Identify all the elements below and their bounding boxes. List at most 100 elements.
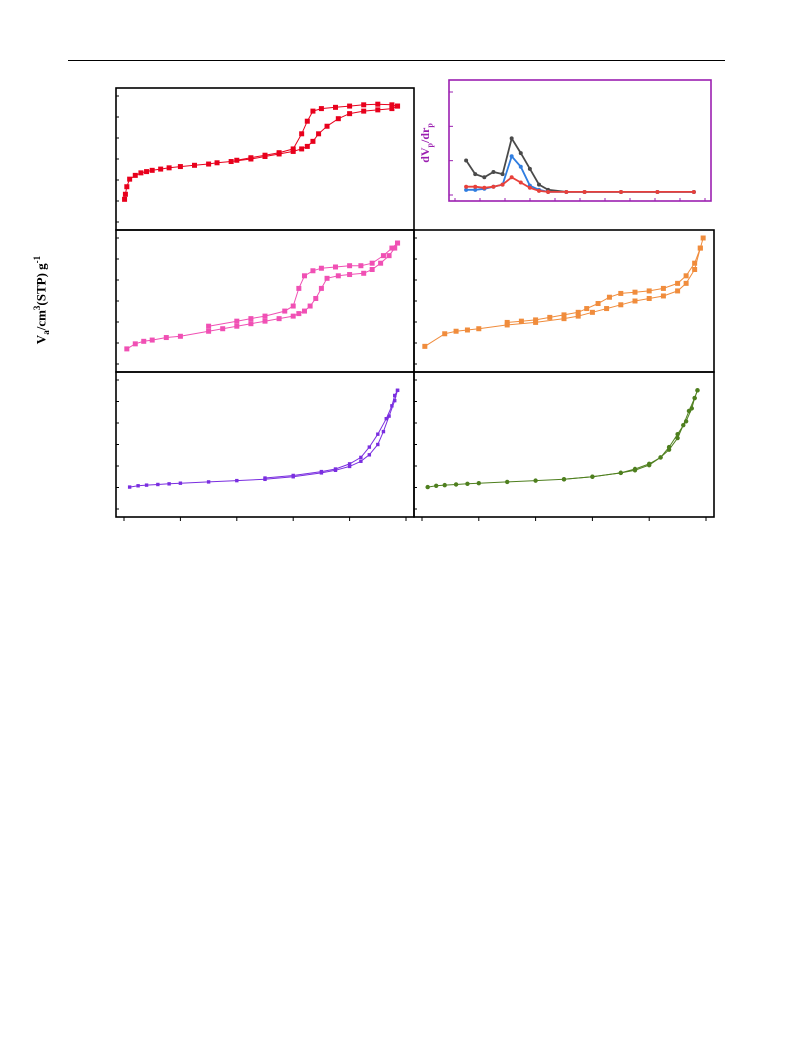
data-point (666, 444, 672, 450)
data-point (122, 196, 128, 202)
data-point (393, 398, 397, 403)
data-point (395, 240, 401, 246)
data-point (124, 346, 130, 352)
data-point (206, 161, 212, 167)
data-point (509, 154, 514, 159)
data-point (464, 184, 469, 189)
data-point (122, 191, 128, 197)
data-point (632, 298, 638, 304)
data-point (318, 265, 324, 271)
data-point (206, 328, 212, 334)
data-point (310, 268, 316, 274)
data-point (518, 180, 523, 185)
data-point (473, 184, 478, 189)
data-point (313, 295, 319, 301)
data-point (589, 309, 595, 315)
data-point (163, 335, 169, 341)
data-point (387, 414, 391, 418)
data-point (518, 318, 524, 324)
data-point (358, 263, 364, 269)
data-point (178, 481, 183, 485)
data-point (248, 321, 254, 327)
data-point (491, 184, 496, 189)
data-point (482, 185, 487, 190)
data-point (304, 143, 310, 149)
data-point (381, 429, 386, 434)
data-point (425, 484, 430, 490)
data-point (376, 432, 380, 436)
data-point (316, 131, 322, 137)
data-point (619, 189, 623, 194)
data-point (347, 462, 352, 466)
data-point (167, 482, 171, 486)
data-point (509, 175, 514, 180)
panel-frame-bottom-left (115, 371, 415, 518)
data-point (206, 480, 211, 484)
data-point (234, 318, 240, 324)
data-point (220, 326, 226, 332)
data-point (380, 253, 386, 259)
panel-frame-bottom-right (413, 371, 715, 518)
data-point (683, 273, 689, 279)
data-point (369, 267, 375, 272)
series-line-bottom-left-1 (264, 390, 398, 479)
data-point (290, 313, 296, 319)
data-point (235, 478, 239, 483)
data-point (482, 175, 487, 180)
series-line-middle-left-0 (126, 242, 398, 350)
data-point (127, 485, 132, 489)
data-point (595, 301, 601, 307)
data-point (655, 189, 660, 194)
data-point (158, 166, 164, 172)
data-point (509, 136, 514, 141)
data-point (389, 106, 395, 112)
data-point (262, 152, 268, 158)
data-point (228, 159, 234, 165)
data-point (527, 166, 532, 171)
data-point (692, 395, 697, 401)
data-point (333, 467, 338, 471)
data-point (367, 453, 372, 457)
data-point (575, 309, 581, 315)
data-point (683, 419, 689, 424)
inset-frame (448, 79, 712, 202)
data-point (675, 435, 680, 441)
panel-frame-middle-right (413, 229, 715, 373)
data-point (464, 327, 470, 333)
data-point (632, 468, 638, 473)
data-point (518, 151, 523, 156)
data-point (335, 116, 341, 122)
data-point (301, 308, 307, 314)
data-point (124, 184, 130, 190)
data-point (149, 337, 155, 343)
data-point (291, 473, 295, 478)
data-point (697, 245, 703, 251)
series-line-bottom-right-0 (427, 390, 698, 488)
data-point (166, 165, 172, 171)
y-axis-label: Va/cm3(STP) g-1 (32, 255, 51, 345)
data-point (453, 482, 459, 487)
data-point (546, 189, 551, 194)
data-point (177, 333, 183, 339)
data-point (248, 316, 254, 322)
data-point (533, 478, 538, 483)
data-point (307, 303, 313, 309)
data-point (658, 455, 663, 460)
data-point (533, 319, 539, 325)
data-point (390, 404, 394, 408)
data-point (310, 138, 316, 144)
data-point (632, 289, 638, 295)
data-point (691, 189, 696, 194)
series-line-middle-right-1 (507, 247, 701, 323)
data-point (132, 172, 138, 178)
data-point (537, 188, 541, 193)
data-point (262, 318, 268, 324)
data-point (347, 272, 353, 278)
data-point (290, 148, 296, 154)
data-point (141, 338, 147, 344)
data-point (389, 245, 395, 251)
data-point (590, 474, 595, 479)
data-point (347, 263, 353, 269)
data-point (689, 406, 694, 411)
data-point (422, 343, 428, 349)
